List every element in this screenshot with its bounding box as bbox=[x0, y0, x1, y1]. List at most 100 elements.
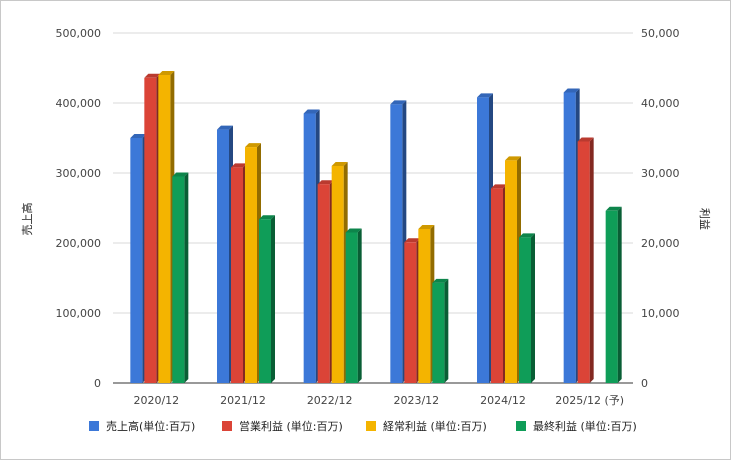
bar-top bbox=[390, 100, 407, 105]
bar-top bbox=[605, 206, 622, 211]
bar-face bbox=[563, 92, 576, 383]
bar-side bbox=[531, 233, 535, 383]
bar-face bbox=[404, 242, 417, 383]
bar-2-3 bbox=[317, 180, 334, 383]
category-label: 2023/12 bbox=[393, 394, 439, 407]
legend-swatch bbox=[222, 421, 232, 431]
bar-3-5 bbox=[505, 156, 521, 383]
bar-face bbox=[418, 229, 431, 383]
bar-top bbox=[404, 238, 421, 243]
bar-1-4 bbox=[390, 100, 407, 384]
left-tick-label: 500,000 bbox=[56, 27, 102, 40]
bar-top bbox=[505, 156, 521, 161]
bar-top bbox=[172, 172, 189, 177]
legend-swatch bbox=[366, 421, 376, 431]
bar-top bbox=[130, 134, 147, 138]
legend-label: 最終利益 (単位:百万) bbox=[533, 419, 637, 433]
left-axis-title: 売上高 bbox=[20, 203, 34, 236]
bar-face bbox=[130, 138, 143, 383]
left-tick-label: 200,000 bbox=[56, 237, 102, 250]
bar-2-2 bbox=[231, 163, 247, 383]
category-labels: 2020/12 2021/12 2022/12 2023/12 2024/12 2025/… bbox=[133, 394, 624, 407]
bar-top bbox=[418, 225, 435, 229]
bar-4-4 bbox=[432, 278, 449, 383]
bar-face bbox=[491, 188, 503, 383]
bar-2-1 bbox=[144, 73, 161, 384]
right-axis-ticks: 0 10,000 20,000 30,000 40,000 50,000 bbox=[641, 27, 680, 390]
bar-side bbox=[617, 206, 622, 383]
category-label: 2020/12 bbox=[133, 394, 179, 407]
gridlines bbox=[113, 32, 633, 384]
bar-4-1 bbox=[172, 172, 189, 383]
bar-4-2 bbox=[259, 215, 275, 383]
legend-item-3: 経常利益 (単位:百万) bbox=[366, 419, 487, 433]
bar-face bbox=[259, 219, 271, 383]
bar-side bbox=[444, 278, 449, 383]
bar-top bbox=[577, 137, 594, 142]
bar-top bbox=[259, 215, 275, 220]
bar-1-3 bbox=[303, 109, 320, 383]
bar-face bbox=[144, 77, 157, 384]
left-tick-label: 400,000 bbox=[56, 97, 102, 110]
bar-top bbox=[317, 180, 334, 185]
bar-face bbox=[577, 141, 590, 383]
bar-face bbox=[390, 104, 403, 384]
bar-side bbox=[271, 215, 275, 383]
bars bbox=[130, 71, 622, 384]
category-label: 2022/12 bbox=[307, 394, 353, 407]
legend-label: 営業利益 (単位:百万) bbox=[239, 419, 343, 433]
bar-3-3 bbox=[331, 162, 348, 383]
bar-side bbox=[357, 228, 362, 383]
bar-face bbox=[331, 166, 344, 383]
legend-item-2: 営業利益 (単位:百万) bbox=[222, 419, 343, 433]
bar-face bbox=[605, 210, 618, 383]
bar-face bbox=[432, 282, 445, 383]
bar-top bbox=[345, 228, 362, 233]
bar-face bbox=[245, 147, 257, 383]
bar-2-4 bbox=[404, 238, 421, 383]
right-tick-label: 30,000 bbox=[641, 167, 680, 180]
bar-1-1 bbox=[130, 134, 147, 383]
bar-face bbox=[505, 160, 517, 383]
right-tick-label: 20,000 bbox=[641, 237, 680, 250]
bar-top bbox=[158, 71, 175, 75]
bar-1-2 bbox=[217, 125, 233, 383]
bar-face bbox=[158, 75, 171, 383]
right-tick-label: 0 bbox=[641, 377, 648, 390]
left-tick-label: 0 bbox=[94, 377, 101, 390]
bar-4-5 bbox=[519, 233, 535, 383]
right-tick-label: 10,000 bbox=[641, 307, 680, 320]
bar-top bbox=[303, 109, 320, 114]
bar-top bbox=[432, 278, 449, 283]
category-label: 2025/12 (予) bbox=[555, 394, 624, 407]
bar-2-6 bbox=[577, 137, 594, 383]
bar-top bbox=[231, 163, 247, 168]
bar-face bbox=[217, 129, 229, 383]
bar-top bbox=[331, 162, 348, 166]
bar-side bbox=[184, 172, 189, 383]
bar-face bbox=[172, 176, 185, 383]
legend-item-1: 売上高(単位:百万) bbox=[89, 419, 195, 433]
right-axis-title: 利益 bbox=[698, 208, 712, 230]
bar-top bbox=[245, 143, 261, 148]
legend: 売上高(単位:百万) 営業利益 (単位:百万) 経常利益 (単位:百万) 最終利益 (… bbox=[89, 419, 637, 433]
left-axis-ticks: 0 100,000 200,000 300,000 400,000 500,000 bbox=[56, 27, 102, 390]
legend-label: 経常利益 (単位:百万) bbox=[383, 419, 487, 433]
bar-1-6 bbox=[563, 88, 580, 383]
category-label: 2021/12 bbox=[220, 394, 266, 407]
right-tick-label: 40,000 bbox=[641, 97, 680, 110]
bar-4-6 bbox=[605, 206, 622, 383]
legend-swatch bbox=[89, 421, 99, 431]
bar-top bbox=[217, 125, 233, 130]
bar-4-3 bbox=[345, 228, 362, 383]
bar-side bbox=[589, 137, 594, 383]
bar-face bbox=[477, 97, 489, 384]
bar-3-4 bbox=[418, 225, 435, 383]
bar-face bbox=[519, 237, 531, 383]
legend-item-4: 最終利益 (単位:百万) bbox=[516, 419, 637, 433]
bar-top bbox=[519, 233, 535, 238]
legend-swatch bbox=[516, 421, 526, 431]
bar-top bbox=[563, 88, 580, 93]
right-tick-label: 50,000 bbox=[641, 27, 680, 40]
